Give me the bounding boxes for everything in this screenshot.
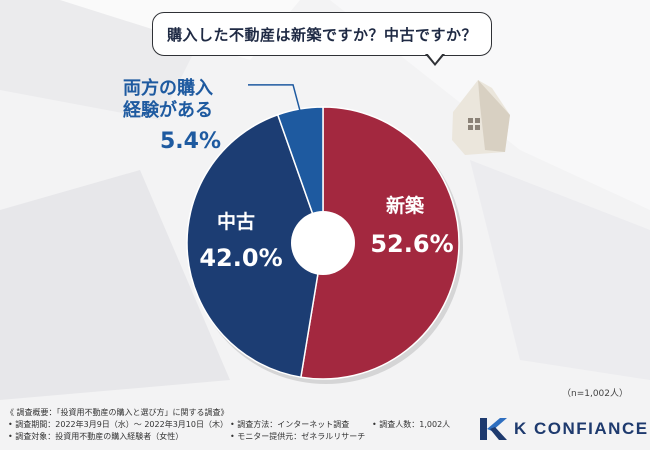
brand-name: K CONFIANCE bbox=[514, 419, 649, 438]
survey-period: • 調査期間：2022年3月9日（水）～ 2022年3月10日（木） bbox=[8, 420, 228, 429]
slice-value-1: 42.0% bbox=[199, 244, 282, 272]
survey-target: • 調査対象：投資用不動産の購入経験者（女性） bbox=[8, 432, 184, 441]
pie-slice-1 bbox=[186, 113, 324, 379]
slice-label-2-line-1: 経験がある bbox=[123, 99, 213, 121]
slice-leader-line-2 bbox=[248, 84, 302, 116]
slice-label-2-line-0: 両方の購入 bbox=[123, 77, 213, 99]
question-text: 購入した不動産は新築ですか？中古ですか？ bbox=[166, 25, 477, 44]
slice-label-1-line-0: 中古 bbox=[217, 210, 255, 233]
question-bubble: 購入した不動産は新築ですか？中古ですか？ bbox=[152, 12, 492, 56]
bubble-tail-inner bbox=[427, 53, 443, 63]
slice-value-2: 5.4% bbox=[160, 129, 221, 154]
survey-count: • 調査人数：1,002人 bbox=[372, 420, 451, 429]
slice-value-0: 52.6% bbox=[370, 230, 453, 258]
donut-hole bbox=[291, 211, 355, 275]
pie-slice-0 bbox=[300, 106, 460, 380]
house-figurine bbox=[452, 80, 510, 155]
survey-provider: • モニター提供元：ゼネラルリサーチ bbox=[230, 432, 366, 441]
survey-method: • 調査方法：インターネット調査 bbox=[230, 420, 350, 429]
sample-size-label: （n=1,002人） bbox=[561, 389, 628, 399]
slice-label-0-line-0: 新築 bbox=[386, 194, 425, 217]
k-logo-icon bbox=[480, 418, 507, 440]
survey-overview: 《 調査概要：「投資用不動産の購入と選び方」に関する調査》 bbox=[6, 408, 229, 417]
brand-logo: K CONFIANCE bbox=[478, 416, 649, 442]
